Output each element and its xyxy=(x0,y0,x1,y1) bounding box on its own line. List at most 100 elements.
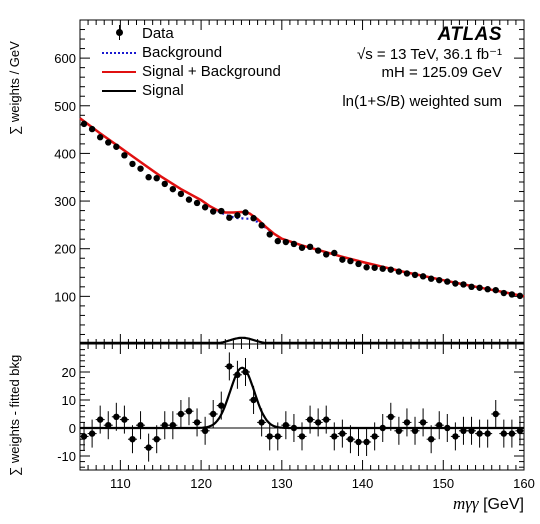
top-data-point xyxy=(210,208,217,215)
top-data-point xyxy=(395,268,403,275)
residual-data-point xyxy=(177,410,185,418)
residual-data-point xyxy=(96,416,104,423)
top-data-point xyxy=(234,212,241,219)
top-data-point xyxy=(314,247,322,254)
top-data-point xyxy=(129,160,136,168)
residual-data-point xyxy=(153,436,160,443)
residual-data-point xyxy=(274,433,281,440)
x-axis-label: mγγ [GeV] xyxy=(453,494,524,514)
top-data-point xyxy=(508,291,516,298)
top-data-point xyxy=(218,207,225,215)
residual-data-point xyxy=(282,422,290,429)
residual-data-point xyxy=(80,433,88,440)
top-data-point xyxy=(419,273,427,280)
bottom-plot-frame xyxy=(79,343,525,471)
residual-data-point xyxy=(306,416,314,423)
residual-data-point xyxy=(427,436,435,443)
energy-luminosity-label: √s = 13 TeV, 36.1 fb⁻¹ xyxy=(357,46,502,63)
residual-data-point xyxy=(113,413,120,420)
top-data-point xyxy=(500,289,508,297)
residual-data-point xyxy=(452,433,459,440)
residual-data-point xyxy=(234,371,241,378)
top-data-point xyxy=(363,264,370,271)
residual-data-point xyxy=(436,422,443,429)
residual-data-point xyxy=(290,424,298,432)
top-data-point xyxy=(274,237,281,245)
bottom-y-tick-label: 0 xyxy=(69,421,76,436)
bottom-y-tick-label: -10 xyxy=(57,449,76,464)
top-data-point xyxy=(355,260,362,268)
legend-swatch-background xyxy=(102,52,136,54)
residual-data-point xyxy=(468,427,475,434)
top-data-point xyxy=(484,286,491,293)
residual-data-point xyxy=(169,422,177,429)
bottom-y-axis-label: ∑ weights - fitted bkg xyxy=(7,354,22,476)
top-data-point xyxy=(323,251,330,258)
residual-data-point xyxy=(201,427,209,434)
top-data-point xyxy=(96,134,104,141)
residual-data-point xyxy=(210,410,217,418)
residual-data-point xyxy=(88,430,96,437)
top-data-point xyxy=(298,244,306,251)
residual-data-point xyxy=(218,402,225,409)
top-data-point xyxy=(258,222,265,229)
residual-data-point xyxy=(419,419,427,426)
top-data-point xyxy=(113,143,120,150)
residual-data-point xyxy=(444,424,451,432)
residual-data-point xyxy=(395,427,403,434)
residual-data-point xyxy=(331,433,338,440)
top-data-point xyxy=(161,180,168,188)
legend-swatch-signal xyxy=(102,90,136,92)
bottom-y-tick-label: 10 xyxy=(62,393,76,408)
top-y-tick-label: 400 xyxy=(54,146,76,161)
residual-data-point xyxy=(500,430,508,437)
top-data-point xyxy=(242,209,249,216)
residual-data-point xyxy=(387,413,394,420)
legend-swatch-signal-plus-background xyxy=(102,71,136,73)
top-data-point xyxy=(193,199,201,207)
top-data-point xyxy=(516,292,524,300)
residual-data-point xyxy=(193,419,201,426)
residual-data-point xyxy=(185,408,193,415)
legend-label-data: Data xyxy=(142,25,174,42)
top-y-tick-label: 300 xyxy=(54,194,76,209)
residual-data-point xyxy=(492,410,499,418)
top-data-point xyxy=(492,286,499,294)
residual-data-point xyxy=(226,363,233,370)
top-data-point xyxy=(331,249,338,257)
top-data-point xyxy=(80,120,88,128)
top-data-point xyxy=(145,174,152,181)
residual-data-point xyxy=(121,416,128,423)
top-y-tick-label: 500 xyxy=(54,99,76,114)
residual-data-point xyxy=(355,438,362,446)
top-data-point xyxy=(427,275,435,282)
residual-data-point xyxy=(145,444,152,451)
legend: Data Background Signal + Background Sign… xyxy=(100,24,281,100)
x-tick-label: 110 xyxy=(110,476,131,491)
top-data-point xyxy=(177,190,185,198)
atlas-label: ATLAS xyxy=(437,24,502,45)
top-data-point xyxy=(201,204,209,211)
top-data-point xyxy=(436,276,443,284)
top-data-point xyxy=(460,281,467,288)
x-tick-label: 160 xyxy=(513,476,535,491)
residual-data-point xyxy=(476,430,483,437)
legend-item-signal-plus-background: Signal + Background xyxy=(100,62,281,81)
residual-data-point xyxy=(363,438,370,446)
bottom-y-tick-label: 20 xyxy=(62,365,76,380)
x-axis-unit: [GeV] xyxy=(483,496,524,513)
residual-data-point xyxy=(258,419,265,426)
x-tick-label: 140 xyxy=(352,476,374,491)
residual-data-point xyxy=(137,422,144,429)
higgs-mass-label: mH = 125.09 GeV xyxy=(381,64,502,81)
residual-data-point xyxy=(314,419,322,426)
top-data-point xyxy=(266,231,273,238)
method-label: ln(1+S/B) weighted sum xyxy=(342,93,502,110)
residual-data-point xyxy=(379,424,386,432)
top-data-point xyxy=(444,278,451,285)
top-data-point xyxy=(411,271,419,279)
residual-data-point xyxy=(403,419,411,426)
top-data-point xyxy=(387,266,394,273)
top-data-point xyxy=(282,238,290,246)
